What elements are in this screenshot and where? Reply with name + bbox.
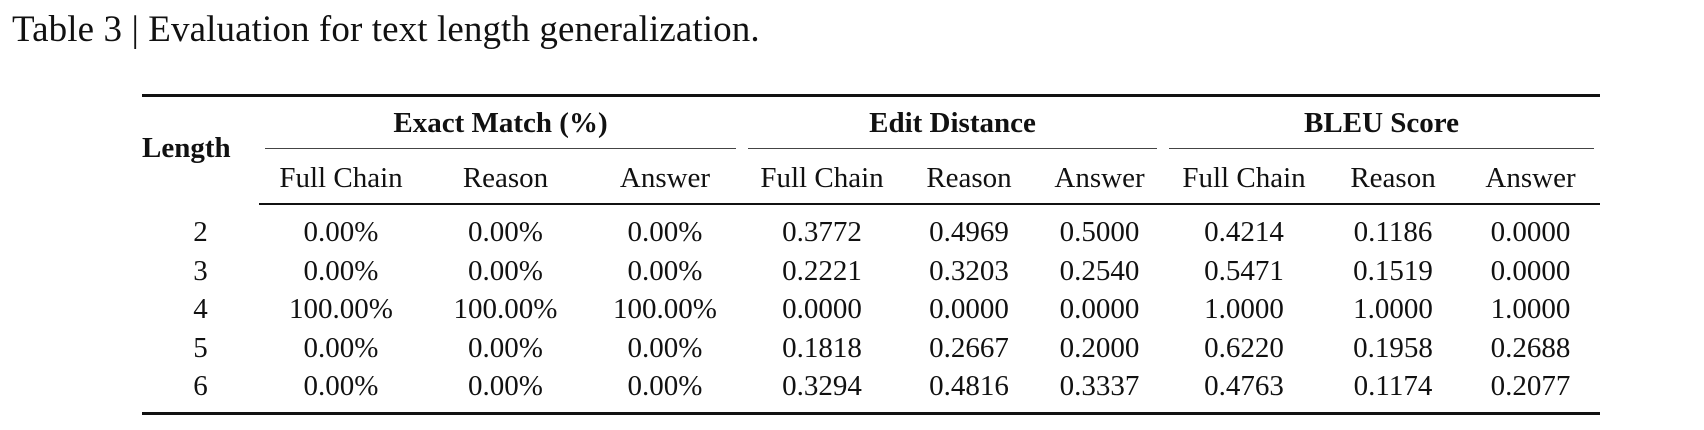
table-cell: 0.4816 — [902, 367, 1036, 415]
table-cell: 100.00% — [453, 293, 558, 326]
length-cell: 4 — [193, 293, 208, 326]
subheader: Full Chain — [1163, 153, 1326, 205]
table-cell: 0.2667 — [929, 331, 1009, 364]
table-cell: 0.00% — [468, 331, 543, 364]
table-cell: 1.0000 — [1353, 293, 1433, 326]
table-cell: 1.0000 — [1204, 293, 1284, 326]
group-header-exact-match: Exact Match (%) — [259, 94, 742, 153]
table-cell: 0.1186 — [1353, 216, 1433, 249]
subheader: Reason — [1325, 153, 1462, 205]
table-cell: 0.0000 — [1490, 254, 1571, 287]
table-cell: 0.2000 — [1059, 331, 1140, 364]
table-cell: 0.1958 — [1353, 331, 1433, 364]
table-header: Length Exact Match (%) Edit Distance BLE… — [142, 94, 1601, 205]
table-row: 4 100.00% 100.00% 100.00% 0.0000 0.0000 … — [142, 290, 1600, 329]
table-cell: 0.00% — [468, 216, 543, 249]
table-cell: 1.0000 — [1490, 293, 1571, 326]
table-cell: 0.0000 — [1490, 216, 1571, 249]
subheader: Answer — [1036, 153, 1164, 205]
table-cell: 0.4214 — [1204, 216, 1284, 249]
table-row: 3 0.00% 0.00% 0.00% 0.2221 0.3203 0.2540… — [142, 252, 1600, 291]
table-cell: 0.00% — [423, 367, 588, 415]
results-table-container: Length Exact Match (%) Edit Distance BLE… — [142, 94, 1601, 415]
table-cell: 0.0000 — [1059, 293, 1140, 326]
table-cell: 0.00% — [627, 254, 703, 287]
table-cell: 0.2688 — [1490, 331, 1571, 364]
table-cell: 0.00% — [468, 254, 543, 287]
group-label: BLEU Score — [1169, 107, 1595, 149]
table-cell: 0.5000 — [1059, 216, 1140, 249]
table-cell: 0.0000 — [929, 293, 1009, 326]
group-header-edit-distance: Edit Distance — [742, 94, 1164, 153]
table-cell: 0.2540 — [1059, 254, 1140, 287]
subheader: Full Chain — [742, 153, 902, 205]
subheader: Answer — [588, 153, 742, 205]
length-cell: 2 — [193, 215, 208, 248]
table-body: 2 0.00% 0.00% 0.00% 0.3772 0.4969 0.5000… — [142, 204, 1601, 415]
table-cell: 0.5471 — [1204, 254, 1284, 287]
table-cell: 0.0000 — [782, 293, 862, 326]
table-cell: 0.3337 — [1036, 367, 1164, 415]
length-cell: 6 — [142, 367, 259, 415]
table-cell: 0.00% — [627, 331, 703, 364]
subheader: Answer — [1461, 153, 1601, 205]
table-cell: 0.00% — [259, 367, 423, 415]
length-cell: 5 — [193, 331, 208, 364]
table-cell: 0.00% — [588, 367, 742, 415]
table-cell: 0.3203 — [929, 254, 1009, 287]
subheader: Full Chain — [259, 153, 423, 205]
table-cell: 0.4763 — [1163, 367, 1326, 415]
table-caption: Table 3 | Evaluation for text length gen… — [12, 9, 760, 50]
table-cell: 0.00% — [627, 216, 703, 249]
table-row: 5 0.00% 0.00% 0.00% 0.1818 0.2667 0.2000… — [142, 329, 1600, 368]
table-cell: 0.1174 — [1325, 367, 1462, 415]
table-cell: 0.1519 — [1353, 254, 1433, 287]
table-cell: 0.00% — [303, 216, 379, 249]
table-cell: 0.00% — [303, 331, 379, 364]
subheader: Reason — [423, 153, 588, 205]
length-cell: 3 — [193, 254, 208, 287]
table-cell: 0.2077 — [1461, 367, 1601, 415]
row-header-length: Length — [142, 94, 259, 204]
table-cell: 0.00% — [303, 254, 379, 287]
table-cell: 0.2221 — [782, 254, 862, 287]
group-label: Edit Distance — [748, 107, 1158, 149]
table-cell: 0.1818 — [782, 331, 862, 364]
results-table: Length Exact Match (%) Edit Distance BLE… — [142, 94, 1601, 415]
table-cell: 0.6220 — [1204, 331, 1284, 364]
table-cell: 0.3294 — [742, 367, 902, 415]
group-header-bleu-score: BLEU Score — [1163, 94, 1601, 153]
table-cell: 100.00% — [613, 293, 717, 326]
subheader: Reason — [902, 153, 1036, 205]
group-label: Exact Match (%) — [265, 107, 736, 149]
table-row: 2 0.00% 0.00% 0.00% 0.3772 0.4969 0.5000… — [142, 204, 1600, 252]
table-cell: 100.00% — [289, 293, 393, 326]
table-row: 6 0.00% 0.00% 0.00% 0.3294 0.4816 0.3337… — [142, 367, 1601, 415]
table-cell: 0.3772 — [782, 216, 862, 249]
table-cell: 0.4969 — [929, 216, 1009, 249]
